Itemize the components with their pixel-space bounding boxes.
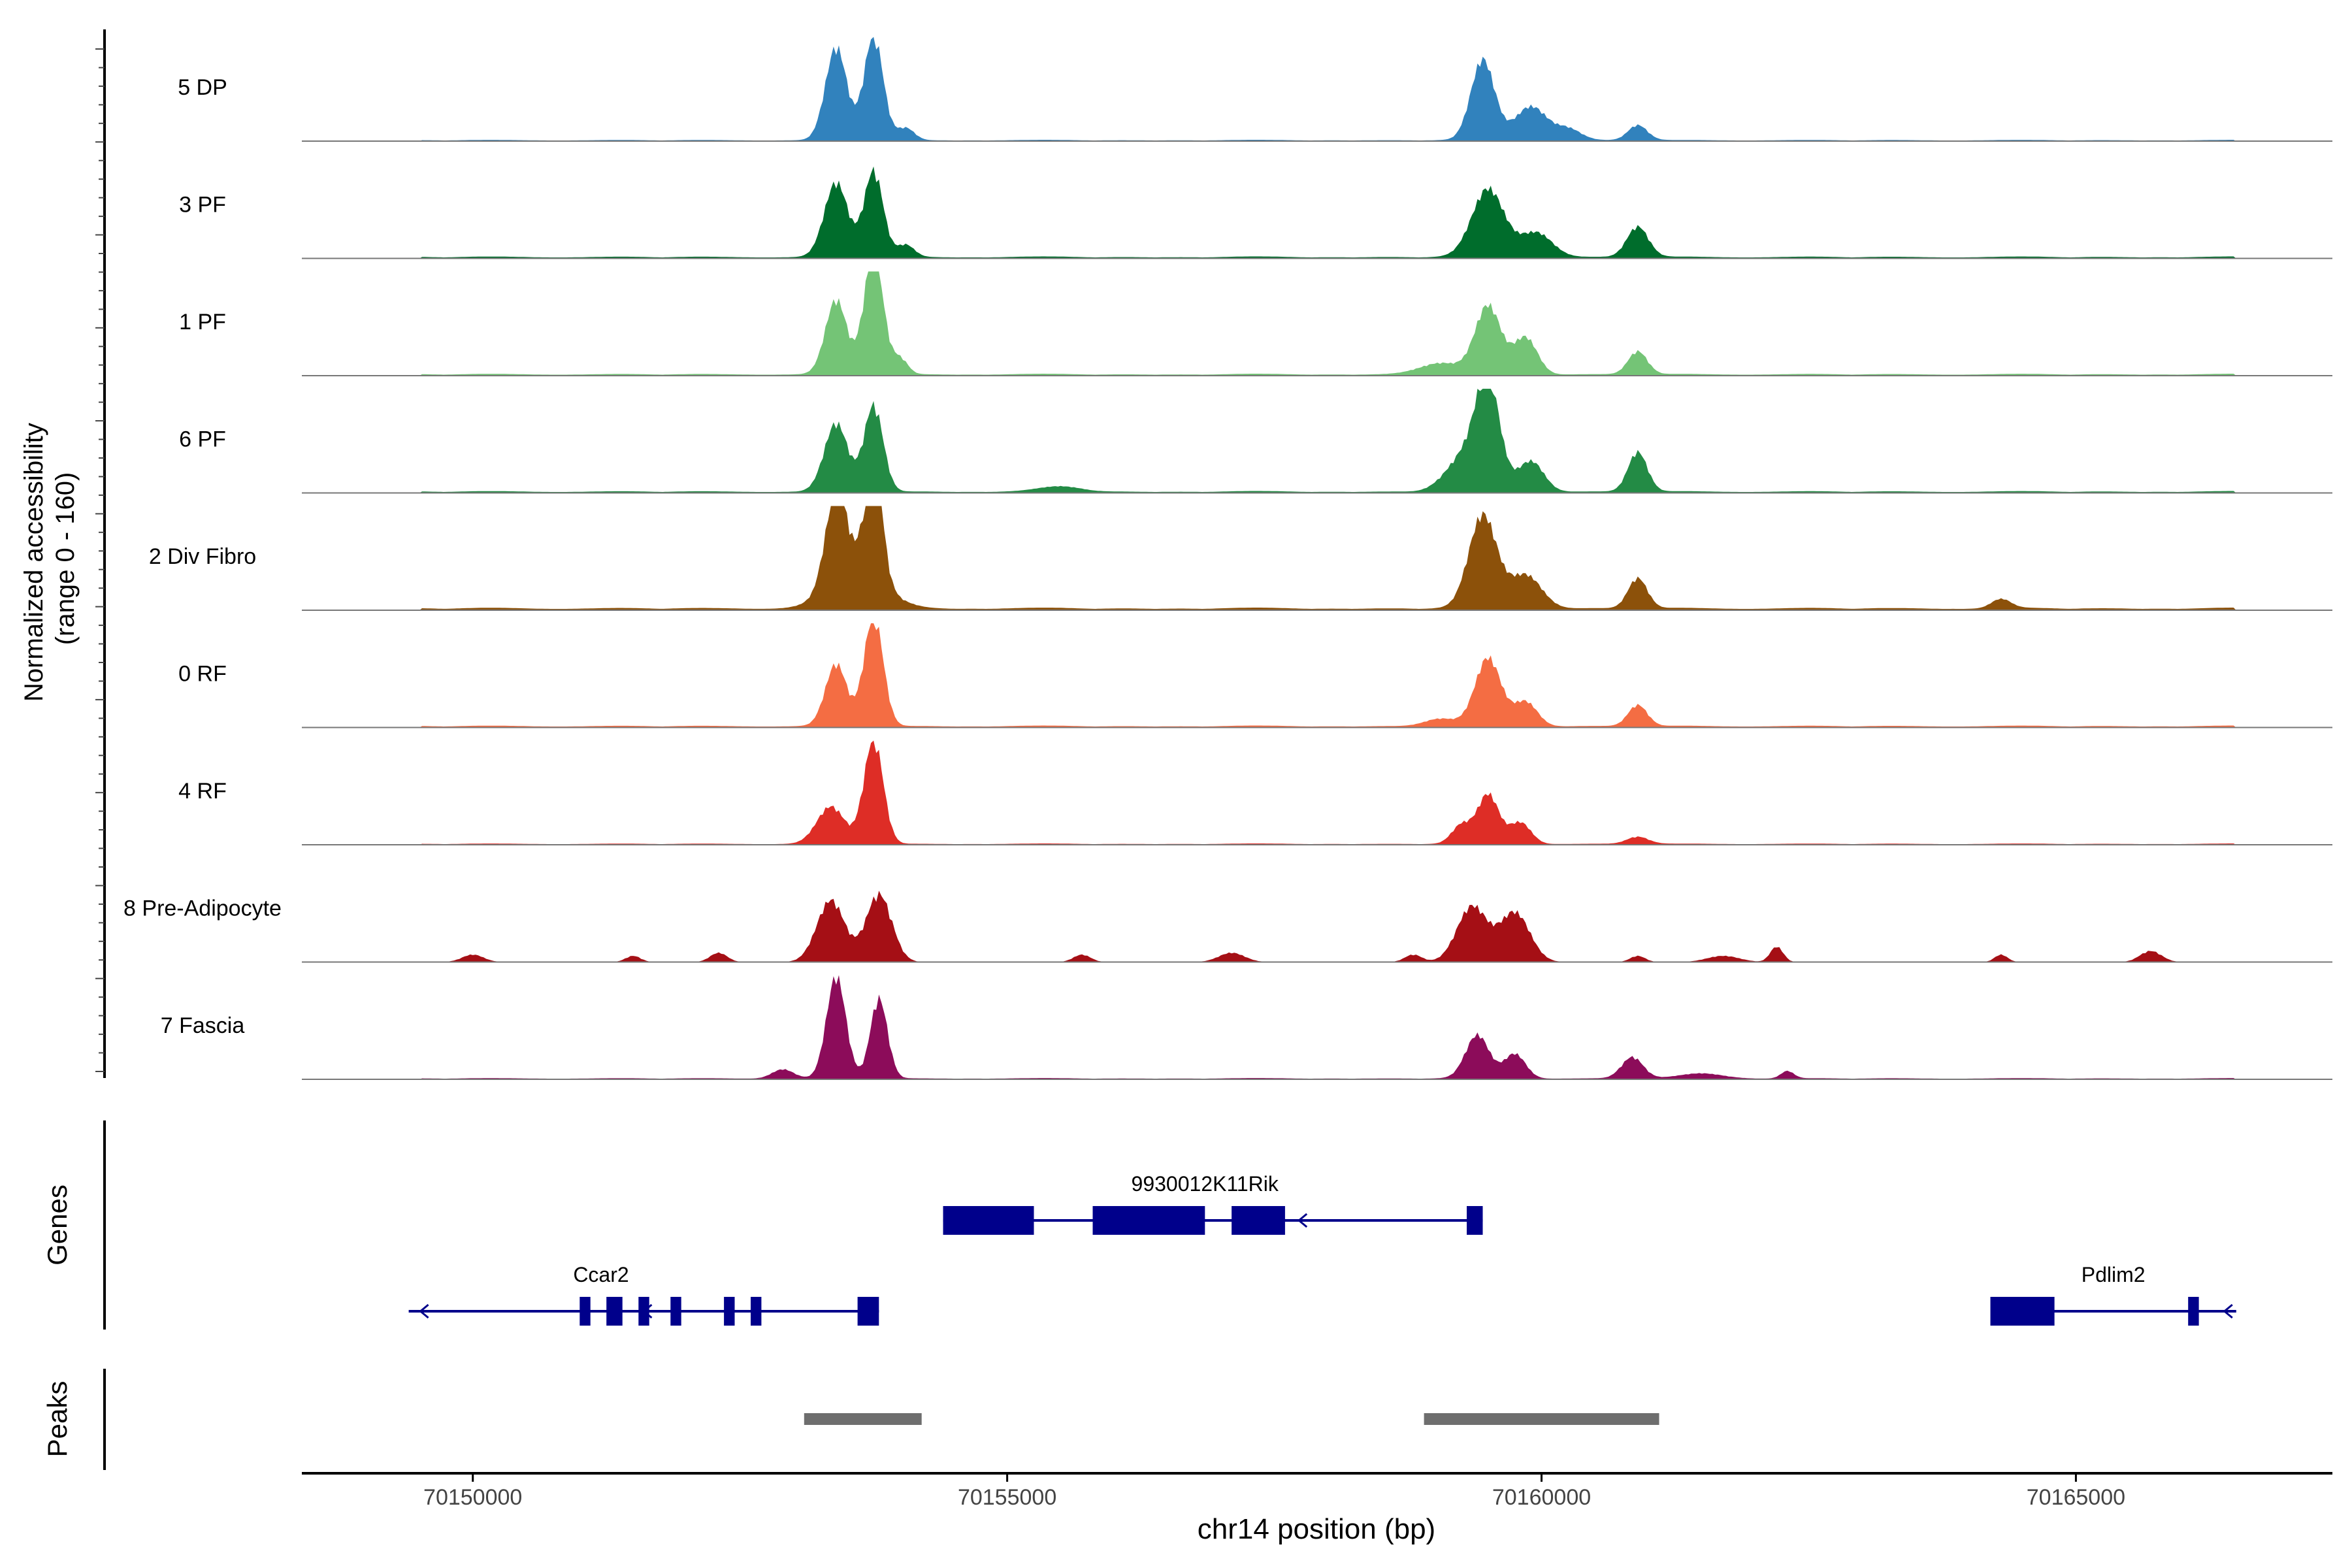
peak-region-bar <box>1424 1413 1659 1425</box>
gene-exon <box>1092 1206 1205 1235</box>
peak-region-bar <box>804 1413 922 1425</box>
gene-name-label: Pdlim2 <box>2082 1263 2146 1286</box>
gene-name-label: 9930012K11Rik <box>1132 1172 1279 1196</box>
gene-exon <box>1232 1206 1285 1235</box>
gene-exon <box>857 1297 879 1326</box>
coverage-track: 8 Pre-Adipocyte <box>123 890 2332 963</box>
track-label: 6 PF <box>179 427 226 452</box>
coverage-track: 5 DP <box>178 37 2332 142</box>
coverage-track: 6 PF <box>179 389 2332 494</box>
strand-arrow <box>2223 1303 2233 1319</box>
x-tick-label: 70150000 <box>423 1485 522 1510</box>
track-label: 7 Fascia <box>161 1013 245 1038</box>
gene-model: Ccar2 <box>408 1263 879 1326</box>
track-label: 5 DP <box>178 75 227 100</box>
x-tick-label: 70160000 <box>1492 1485 1591 1510</box>
coverage-track: 3 PF <box>179 166 2332 259</box>
gene-model: 9930012K11Rik <box>943 1172 1483 1235</box>
y-axis-label-line1: Normalized accessibility <box>20 423 48 702</box>
x-tick-label: 70155000 <box>958 1485 1056 1510</box>
coverage-track: 4 RF <box>178 740 2332 845</box>
gene-exon <box>2188 1297 2199 1326</box>
gene-exon <box>580 1297 591 1326</box>
coverage-track: 7 Fascia <box>161 975 2332 1080</box>
peak-regions <box>804 1413 1659 1425</box>
gene-exon <box>751 1297 762 1326</box>
peaks-panel-label: Peaks <box>42 1381 73 1458</box>
track-label: 1 PF <box>179 310 226 335</box>
gene-exon <box>724 1297 735 1326</box>
gene-exon <box>670 1297 681 1326</box>
gene-exon <box>606 1297 623 1326</box>
gene-exon <box>638 1297 649 1326</box>
y-axis-label-line2: (range 0 - 160) <box>51 472 80 645</box>
gene-model: Pdlim2 <box>1990 1263 2236 1326</box>
x-tick-label: 70165000 <box>2027 1485 2125 1510</box>
genes-panel-label: Genes <box>42 1184 73 1266</box>
track-label: 8 Pre-Adipocyte <box>123 896 282 921</box>
track-label: 4 RF <box>178 779 227 804</box>
track-label: 3 PF <box>179 193 226 218</box>
strand-arrow <box>1297 1213 1308 1228</box>
coverage-track: 1 PF <box>179 271 2332 376</box>
coverage-track: 0 RF <box>178 623 2332 728</box>
coverage-track: 2 Div Fibro <box>149 506 2332 611</box>
x-axis-ticks: 70150000 70155000 70160000 70165000 <box>423 1473 2125 1510</box>
track-label: 2 Div Fibro <box>149 544 256 569</box>
coverage-tracks: 5 DP 3 PF 1 PF 6 PF 2 Div Fibro 0 RF 4 RF 8 Pre… <box>123 37 2332 1080</box>
gene-exon <box>1990 1297 2055 1326</box>
x-axis-label: chr14 position (bp) <box>1198 1513 1435 1545</box>
y-axis-label: Normalized accessibility (range 0 - 160) <box>20 416 80 702</box>
gene-models: 9930012K11Rik Ccar2 Pdlim2 <box>408 1172 2236 1326</box>
track-label: 0 RF <box>178 662 227 687</box>
coverage-y-axis <box>95 29 106 1078</box>
strand-arrow <box>419 1303 429 1319</box>
gene-exon <box>1467 1206 1483 1235</box>
gene-exon <box>943 1206 1034 1235</box>
gene-name-label: Ccar2 <box>573 1263 629 1286</box>
